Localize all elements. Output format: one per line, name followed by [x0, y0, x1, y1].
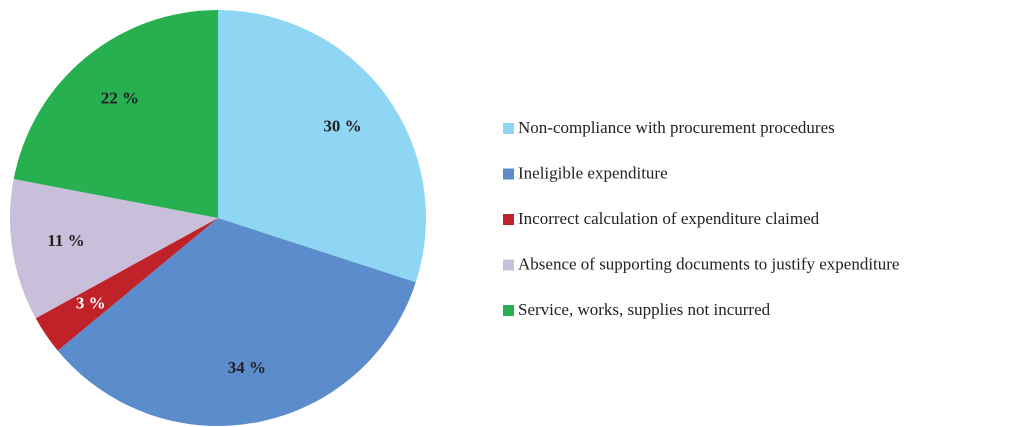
legend-label: Incorrect calculation of expenditure cla…: [518, 209, 820, 228]
pie-slice: [13, 10, 219, 218]
legend-label: Service, works, supplies not incurred: [518, 300, 771, 319]
value-label: 3 %: [76, 293, 106, 312]
legend-label: Non-compliance with procurement procedur…: [518, 118, 835, 137]
legend-swatch: [503, 168, 514, 180]
legend-label: Absence of supporting documents to justi…: [518, 254, 899, 273]
legend-label: Ineligible expenditure: [518, 163, 668, 182]
value-label: 11 %: [47, 231, 84, 250]
pie-slice: [35, 218, 218, 351]
value-label: 30 %: [323, 116, 361, 135]
pie-slice: [9, 179, 218, 319]
pie-slice: [218, 10, 427, 283]
value-label: 34 %: [228, 358, 266, 377]
legend-swatch: [503, 259, 514, 271]
legend-swatch: [503, 123, 514, 134]
value-label: 22 %: [101, 88, 139, 107]
legend-swatch: [503, 305, 514, 316]
pie-slice: [57, 218, 416, 426]
legend-swatch: [503, 214, 514, 225]
